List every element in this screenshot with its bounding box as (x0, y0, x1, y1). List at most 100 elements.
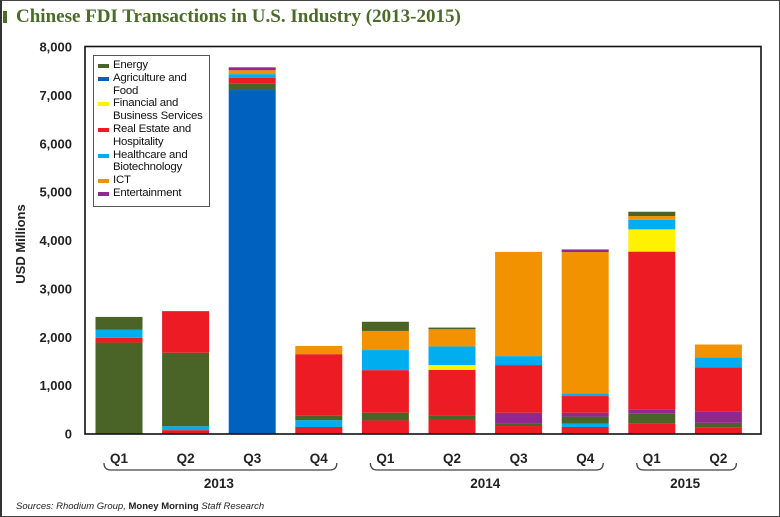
bar-segment-realestate (495, 426, 543, 434)
bar-segment-entertainment (628, 409, 676, 414)
y-axis-title: USD Millions (13, 204, 28, 283)
bar-segment-realestate (295, 354, 343, 416)
bar-segment-healthcare (295, 420, 343, 427)
y-tick-label: 4,000 (39, 233, 72, 248)
bar-q1-2014 (361, 321, 409, 434)
legend-label: Entertainment (113, 186, 182, 199)
bar-segment-realestate (361, 370, 409, 413)
bar-segment-energy (495, 423, 543, 427)
bar-segment-financial (428, 365, 476, 370)
x-axis: Q1 Q2 Q3 Q4 Q1 Q2 Q3 Q4 Q1 Q2 2013 2014 2015 (103, 451, 738, 491)
bar-segment-entertainment (694, 411, 742, 423)
source-part-staff: Staff Research (201, 501, 265, 512)
bar-q2-2013 (162, 311, 210, 434)
legend-label: Real Estate and Hospitality (113, 122, 192, 148)
legend-item-realestate: Real Estate and Hospitality (98, 123, 207, 149)
y-tick-label: 6,000 (39, 136, 72, 151)
bar-segment-energy (361, 321, 409, 331)
bar-segment-realestate (561, 426, 609, 434)
year-bracket (636, 462, 738, 471)
bar-q3-2014 (495, 251, 543, 434)
bar-segment-energy (628, 413, 676, 424)
bar-segment-realestate (628, 423, 676, 434)
bar-segment-energy (295, 415, 343, 421)
y-axis: 0 1,000 2,000 3,000 4,000 5,000 6,000 7,000 8,00… (39, 40, 72, 442)
chart-title: Chinese FDI Transactions in U.S. Industr… (16, 6, 461, 27)
bar-segment-ict (228, 70, 276, 75)
bar-segment-energy (162, 352, 210, 427)
y-tick-label: 2,000 (39, 330, 72, 345)
source-note: Sources: Rhodium Group, Money Morning St… (16, 501, 264, 512)
legend-swatch-financial (98, 102, 109, 107)
y-tick-label: 8,000 (39, 40, 72, 55)
y-tick-label: 7,000 (39, 88, 72, 103)
bar-segment-realestate (428, 369, 476, 416)
bar-segment-realestate (361, 420, 409, 434)
bar-segment-ict (295, 345, 343, 355)
bar-segment-entertainment (495, 412, 543, 424)
legend-label: Financial and Business Services (113, 97, 203, 123)
legend-swatch-agriculture (98, 76, 109, 81)
bar-segment-realestate (561, 396, 609, 413)
bar-segment-ict (694, 344, 742, 358)
legend-label: Energy (113, 59, 148, 71)
legend-swatch-healthcare (98, 153, 109, 158)
bar-segment-realestate (228, 77, 276, 84)
y-tick-label: 3,000 (39, 281, 72, 296)
bar-segment-energy (361, 412, 409, 421)
year-bracket (103, 462, 338, 471)
x-tick-label: Q1 (110, 451, 129, 466)
bar-segment-entertainment (561, 249, 609, 253)
bar-segment-realestate (694, 367, 742, 412)
x-tick-label: Q2 (177, 451, 195, 466)
x-tick-label: Q1 (643, 451, 662, 466)
bar-segment-realestate (162, 430, 210, 434)
bar-segment-energy (694, 422, 742, 428)
x-tick-label: Q2 (443, 451, 461, 466)
bar-segment-ict (361, 330, 409, 351)
bar-segment-healthcare (561, 423, 609, 427)
bar-segment-energy (561, 416, 609, 424)
legend-label: ICT (113, 174, 131, 187)
bar-segment-realestate (628, 251, 676, 410)
bar-q2-2014 (428, 327, 476, 434)
bar-segment-healthcare (428, 346, 476, 366)
legend-item-healthcare: Healthcare and Biotechnology (98, 149, 207, 175)
bar-segment-healthcare (228, 74, 276, 78)
year-label: 2013 (204, 476, 235, 491)
bar-segment-realestate (95, 337, 143, 343)
year-label: 2015 (670, 476, 701, 491)
bar-segment-healthcare (495, 356, 543, 366)
y-tick-label: 1,000 (39, 378, 72, 393)
legend-swatch-realestate (98, 127, 109, 132)
bar-segment-healthcare (694, 357, 742, 368)
bar-q3-2013 (228, 67, 276, 435)
bar-segment-financial (628, 229, 676, 252)
bar-segment-ict (628, 216, 676, 220)
bar-segment-healthcare (95, 329, 143, 338)
bar-segment-ict (561, 252, 609, 394)
y-tick-label: 0 (65, 427, 72, 442)
bar-segment-realestate (694, 427, 742, 434)
legend-item-agriculture: Agriculture and Food (98, 72, 207, 98)
legend-item-energy: Energy (98, 59, 207, 72)
bar-segment-entertainment (561, 412, 609, 417)
bar-q1-2013 (95, 316, 143, 434)
legend-label: Healthcare and Biotechnology (113, 148, 188, 174)
bars-layer (95, 67, 742, 435)
source-part-money-morning: Money Morning (125, 501, 202, 512)
source-part-rhodium: Sources: Rhodium Group, (16, 501, 126, 512)
legend-swatch-ict (98, 179, 109, 184)
bar-segment-ict (495, 251, 543, 357)
bar-segment-realestate (295, 426, 343, 434)
legend-swatch-energy (98, 64, 109, 68)
y-tick-label: 5,000 (39, 185, 72, 200)
x-tick-label: Q1 (376, 451, 395, 466)
bar-segment-realestate (428, 419, 476, 434)
x-tick-label: Q4 (576, 451, 595, 466)
bar-q4-2014 (561, 249, 609, 434)
title-marker (3, 11, 7, 23)
bar-segment-entertainment (228, 67, 276, 71)
